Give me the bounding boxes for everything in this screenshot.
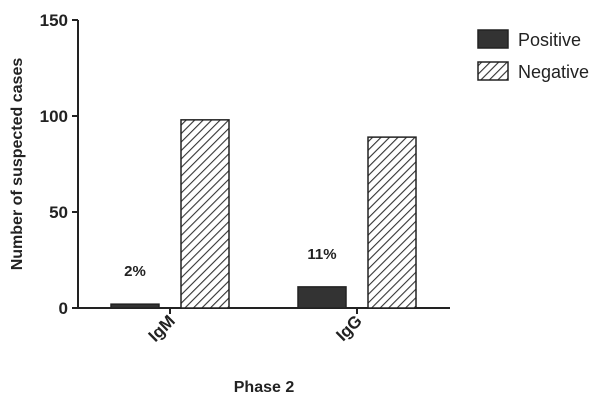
legend-swatch-negative xyxy=(477,61,509,81)
bar-positive-igg xyxy=(297,286,347,309)
bar-negative-igg xyxy=(367,136,417,309)
bar-negative-igm xyxy=(180,119,230,309)
legend-swatch-positive xyxy=(477,29,509,49)
x-tick-label: IgM xyxy=(145,311,179,345)
y-tick-label: 0 xyxy=(59,299,68,318)
data-label: 2% xyxy=(124,263,146,280)
x-axis-title: Phase 2 xyxy=(234,379,295,396)
y-tick-label: 100 xyxy=(40,107,68,126)
bars xyxy=(110,119,417,309)
y-tick-label: 50 xyxy=(49,203,68,222)
bar-positive-igm xyxy=(110,303,160,309)
y-axis-title: Number of suspected cases xyxy=(9,58,26,271)
labels: 2% 11% xyxy=(124,246,336,280)
legend: Positive Negative xyxy=(477,29,589,82)
legend-label-positive: Positive xyxy=(518,30,581,50)
legend-label-negative: Negative xyxy=(518,62,589,82)
axes: 0 50 100 150 Number of suspected cases IgM IgG… xyxy=(9,11,450,396)
data-label: 11% xyxy=(307,246,336,263)
y-tick-label: 150 xyxy=(40,11,68,30)
x-tick-label: IgG xyxy=(332,311,365,344)
